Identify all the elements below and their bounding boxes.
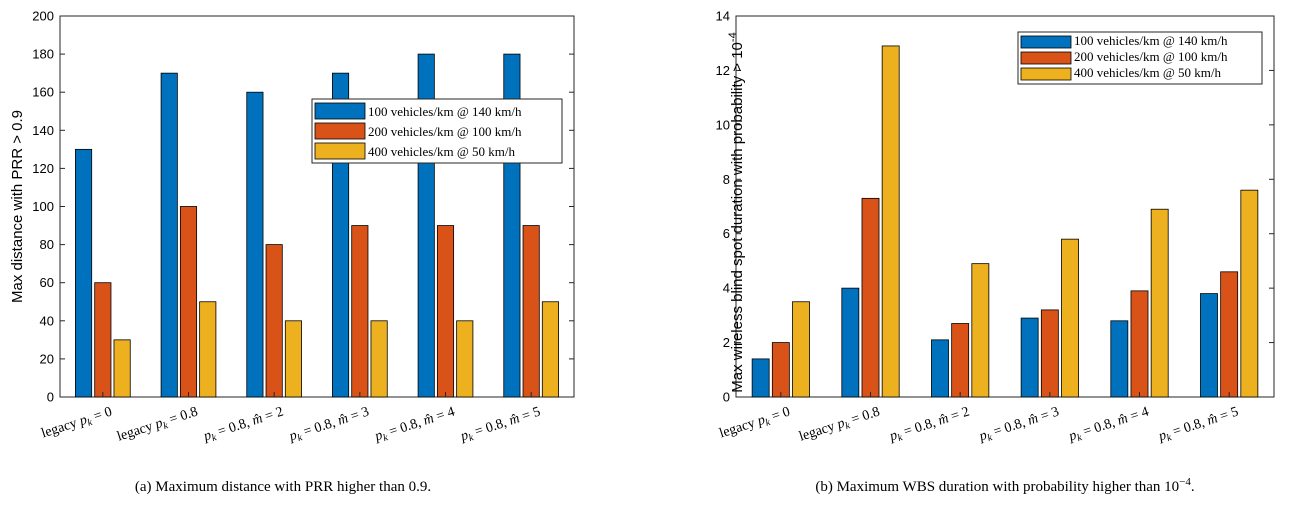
chart-b-bar [861,197,880,398]
chart-b-category-label: pk = 0.8, m̂ = 2 [887,405,972,447]
chart-a-bar [436,225,455,398]
chart-a-ytick-label: 200 [32,9,54,24]
chart-b-legend-swatch [1020,51,1072,65]
chart-a-legend-label: 100 vehicles/km @ 140 km/h [368,104,522,119]
chart-b-legend-swatch [1020,67,1072,81]
chart-a-legend: 100 vehicles/km @ 140 km/h 200 vehicles/k… [311,98,563,164]
chart-b-legend-label: 400 vehicles/km @ 50 km/h [1074,65,1222,80]
chart-a-bar [94,282,112,398]
chart-b-bar [1220,271,1239,398]
chart-a-axes-box [59,15,575,398]
chart-b-category-label: legacy pk = 0.8 [797,405,882,447]
chart-b-bar [931,339,949,398]
chart-b-bar [1150,208,1169,398]
chart-a-ytick-label: 140 [32,123,54,138]
chart-a-legend-swatch [314,142,366,160]
chart-b-legend-label: 200 vehicles/km @ 100 km/h [1074,49,1228,64]
chart-b: 0 2 4 6 8 10 12 14 Max wireless blind spot durat… [716,9,1275,495]
chart-b-ylabel: Max wireless blind spot duration with pr… [727,32,746,392]
chart-b-bar [971,263,990,398]
chart-a-ytick-label: 160 [32,85,54,100]
chart-a-category-label: legacy pk = 0.8 [115,405,200,447]
chart-a-category-label: pk = 0.8, m̂ = 5 [458,405,543,447]
chart-a-legend-label: 400 vehicles/km @ 50 km/h [368,144,516,159]
chart-b-bar [1200,293,1218,398]
chart-a-legend-label: 200 vehicles/km @ 100 km/h [368,124,522,139]
chart-b-bar [1240,189,1259,398]
chart-b-category-label: pk = 0.8, m̂ = 3 [977,405,1062,447]
chart-a-bar [351,225,369,398]
chart-b-bar [841,287,860,398]
chart-a-ytick-label: 120 [32,161,54,176]
chart-b-ytick-label: 10 [716,117,730,132]
chart-a-bar [456,320,474,398]
chart-a-ytick-label: 80 [40,237,54,252]
chart-a-ytick-label: 100 [32,199,54,214]
chart-b-legend-swatch [1020,35,1072,49]
chart-b-ytick-label: 2 [723,335,730,350]
chart-a-legend-swatch [314,102,366,120]
chart-b-bar [771,342,790,398]
chart-a-ytick-label: 0 [47,390,54,405]
chart-b-ylabel-exponent: -4 [727,32,739,42]
chart-a-category-label: pk = 0.8, m̂ = 3 [287,405,372,447]
chart-a-category-label: pk = 0.8, m̂ = 4 [372,405,457,447]
chart-b-category-label: pk = 0.8, m̂ = 5 [1156,405,1241,447]
chart-a-ytick-label: 180 [32,47,54,62]
chart-a-ytick-label: 60 [40,275,54,290]
chart-a-bar [179,206,198,398]
chart-a-bar [370,320,388,398]
chart-a: 0 20 40 60 80 100 120 140 160 180 200 Max distance … [9,9,575,495]
chart-a-ytick-label: 40 [40,313,54,328]
chart-a-category-label: pk = 0.8, m̂ = 2 [201,405,286,447]
chart-a-bar [160,72,178,398]
chart-b-legend-label: 100 vehicles/km @ 140 km/h [1074,33,1228,48]
chart-b-bar [792,301,810,398]
chart-a-bar [265,244,283,398]
chart-a-bar [246,91,264,398]
chart-b-category-label: pk = 0.8, m̂ = 4 [1066,405,1151,447]
chart-b-bar [951,323,970,398]
chart-b-bar [881,45,900,398]
chart-a-bar [113,339,131,398]
chart-a-category-label: legacy pk = 0 [40,405,115,444]
chart-b-ytick-label: 0 [723,390,730,405]
chart-b-bar [1130,290,1149,398]
chart-a-legend-swatch [314,122,366,140]
chart-b-ytick-label: 8 [723,172,730,187]
chart-a-bar [541,301,559,398]
chart-a-ytick-label: 20 [40,351,54,366]
chart-b-bar [751,358,770,398]
chart-b-bar [1020,317,1039,398]
chart-a-ylabel: Max distance with PRR > 0.9 [9,110,26,303]
chart-b-category-label: legacy pk = 0 [718,405,793,444]
chart-a-caption: (a) Maximum distance with PRR higher tha… [135,479,431,495]
chart-a-bar [75,148,93,398]
chart-b-bar [1061,238,1079,398]
chart-b-ytick-label: 4 [723,281,730,296]
chart-b-bar [1040,309,1059,398]
chart-a-bar [284,320,302,398]
chart-b-ytick-label: 6 [723,226,730,241]
chart-b-ytick-label: 12 [716,63,730,78]
chart-a-bar [199,301,217,398]
chart-b-axes-box [735,15,1275,398]
chart-b-bar [1110,320,1129,398]
chart-a-bar [522,225,540,398]
chart-b-ytick-label: 14 [716,9,730,24]
chart-b-caption: (b) Maximum WBS duration with probabilit… [815,476,1194,495]
